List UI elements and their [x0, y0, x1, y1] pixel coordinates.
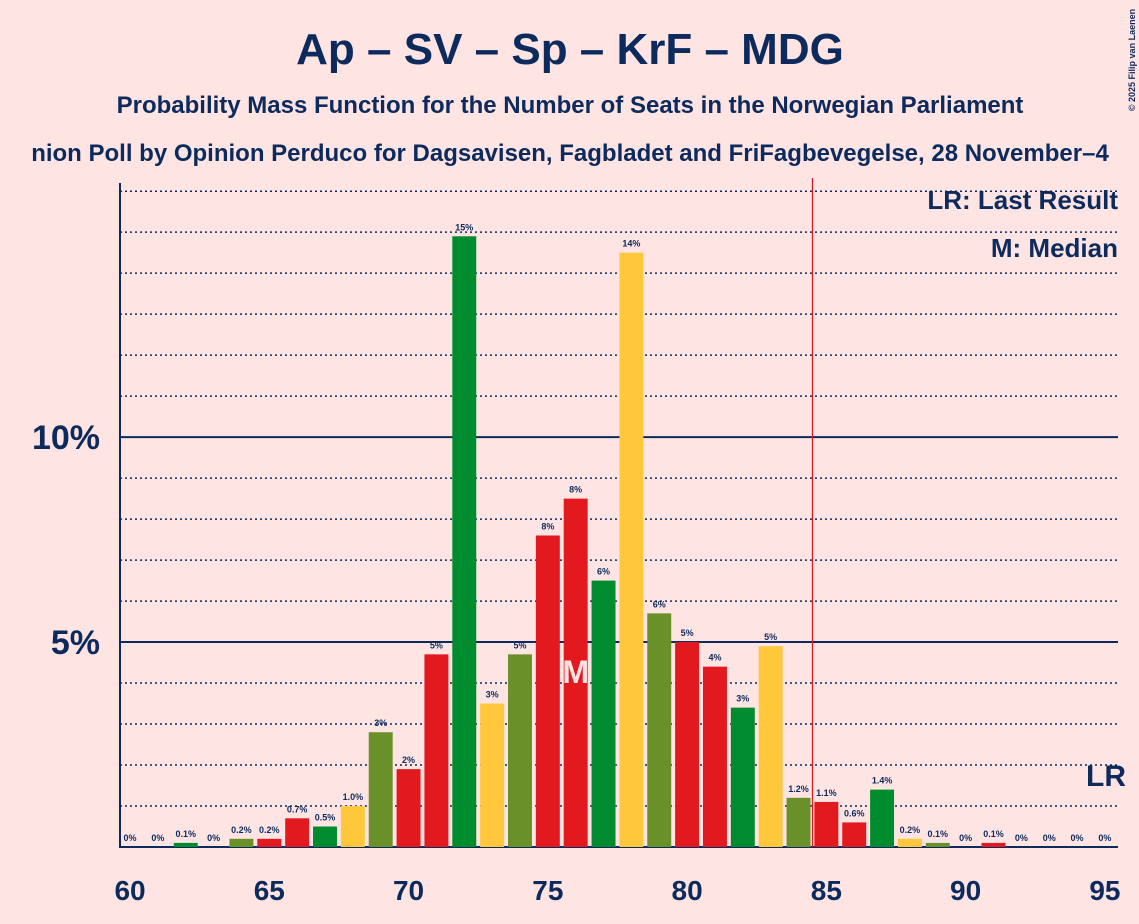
- bar: [814, 801, 839, 847]
- x-tick-label: 95: [1089, 875, 1120, 906]
- x-tick-label: 80: [672, 875, 703, 906]
- y-tick-label: 10%: [32, 419, 100, 457]
- x-tick-label: 60: [114, 875, 145, 906]
- bar: [396, 769, 421, 847]
- value-label: 5%: [764, 632, 777, 642]
- x-tick-label: 85: [811, 875, 842, 906]
- bar: [870, 789, 895, 847]
- value-label: 0.1%: [175, 829, 196, 839]
- value-label: 0%: [124, 833, 137, 843]
- bar: [981, 842, 1006, 847]
- value-label: 0%: [1098, 833, 1111, 843]
- value-label: 1.2%: [788, 784, 809, 794]
- value-label: 5%: [513, 640, 526, 650]
- value-label: 0%: [1071, 833, 1084, 843]
- value-label: 5%: [430, 640, 443, 650]
- bar: [730, 707, 755, 847]
- value-label: 0.7%: [287, 804, 308, 814]
- chart-subtitle: nion Poll by Opinion Perduco for Dagsavi…: [31, 140, 1109, 167]
- value-label: 0.2%: [231, 825, 252, 835]
- value-label: 0.1%: [928, 829, 949, 839]
- value-label: 6%: [653, 599, 666, 609]
- value-label: 8%: [569, 485, 582, 495]
- bar: [758, 646, 783, 847]
- bar: [173, 842, 198, 847]
- value-label: 0%: [151, 833, 164, 843]
- bar: [925, 842, 950, 847]
- value-label: 0.2%: [900, 825, 921, 835]
- value-label: 0%: [1015, 833, 1028, 843]
- x-tick-label: 65: [254, 875, 285, 906]
- value-label: 3%: [486, 690, 499, 700]
- value-label: 3%: [736, 694, 749, 704]
- bar: [340, 806, 365, 847]
- bar: [285, 818, 310, 847]
- copyright: © 2025 Filip van Laenen: [1127, 9, 1137, 111]
- bar: [257, 838, 282, 847]
- value-label: 1.1%: [816, 788, 837, 798]
- median-marker: M: [562, 654, 589, 690]
- legend-entry: M: Median: [991, 233, 1118, 263]
- x-tick-label: 75: [532, 875, 563, 906]
- value-label: 1.0%: [343, 792, 364, 802]
- x-tick-label: 90: [950, 875, 981, 906]
- value-label: 2%: [402, 755, 415, 765]
- bar: [508, 654, 532, 847]
- value-label: 0.5%: [315, 813, 336, 823]
- value-label: 0%: [207, 833, 220, 843]
- bar: [702, 666, 727, 847]
- bar: [842, 822, 867, 847]
- value-label: 4%: [708, 653, 721, 663]
- bar: [563, 498, 588, 847]
- bar: [424, 654, 449, 847]
- bar: [452, 236, 477, 848]
- bar: [229, 838, 254, 847]
- bar: [535, 535, 560, 847]
- bar: [897, 838, 922, 847]
- last-result-label: LR: [1086, 760, 1126, 793]
- value-label: 15%: [455, 222, 473, 232]
- y-tick-label: 5%: [51, 624, 100, 662]
- bar: [368, 732, 393, 847]
- value-label: 0.2%: [259, 825, 280, 835]
- value-label: 6%: [597, 567, 610, 577]
- value-label: 0.6%: [844, 808, 865, 818]
- bar: [786, 797, 811, 847]
- value-label: 0%: [959, 833, 972, 843]
- bar: [313, 826, 337, 847]
- value-label: 8%: [541, 521, 554, 531]
- value-label: 0.1%: [983, 829, 1004, 839]
- chart-title: Ap – SV – Sp – KrF – MDG: [296, 25, 844, 74]
- chart-subtitle: Probability Mass Function for the Number…: [117, 92, 1024, 119]
- value-label: 5%: [681, 628, 694, 638]
- legend-entry: LR: Last Result: [927, 185, 1118, 215]
- x-tick-label: 70: [393, 875, 424, 906]
- value-label: 3%: [374, 718, 387, 728]
- bar: [480, 703, 505, 847]
- bar: [591, 580, 616, 847]
- value-label: 1.4%: [872, 776, 893, 786]
- bar: [647, 613, 672, 847]
- bar: [675, 642, 700, 847]
- value-label: 14%: [622, 239, 640, 249]
- bar: [619, 252, 644, 847]
- value-label: 0%: [1043, 833, 1056, 843]
